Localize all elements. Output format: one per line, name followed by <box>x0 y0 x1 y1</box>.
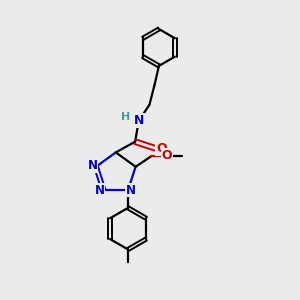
Text: O: O <box>162 149 172 162</box>
Text: O: O <box>156 142 166 155</box>
Text: N: N <box>94 184 104 196</box>
Text: N: N <box>126 184 136 196</box>
Text: N: N <box>88 159 98 172</box>
Text: N: N <box>134 114 144 128</box>
Text: H: H <box>121 112 130 122</box>
